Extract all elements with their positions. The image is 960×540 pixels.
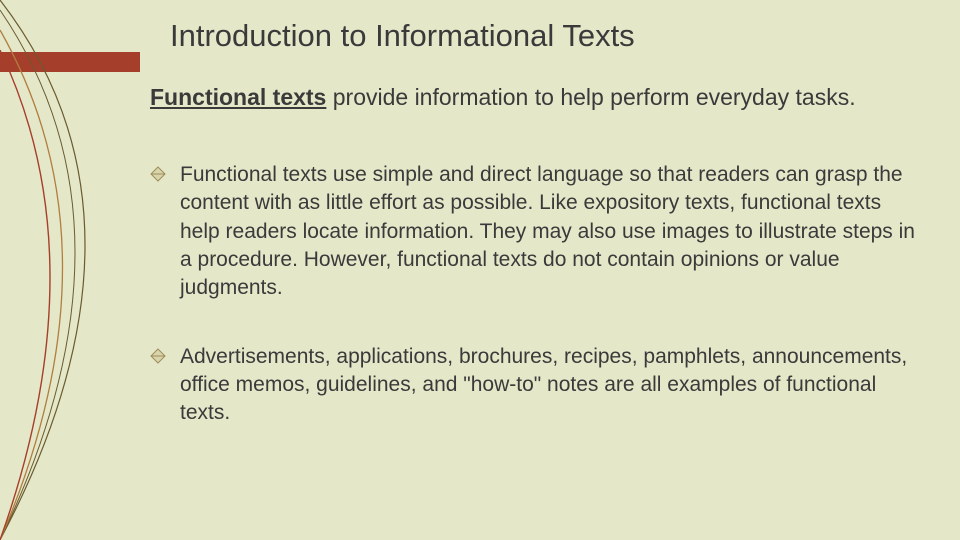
slide-content: Introduction to Informational Texts Func… [150, 18, 920, 468]
intro-rest: provide information to help perform ever… [326, 84, 855, 110]
diamond-bullet-icon [150, 348, 166, 364]
intro-paragraph: Functional texts provide information to … [150, 82, 920, 113]
slide-title: Introduction to Informational Texts [170, 18, 920, 54]
bullet-text: Functional texts use simple and direct l… [180, 161, 920, 303]
bullet-text: Advertisements, applications, brochures,… [180, 343, 920, 428]
accent-bar [0, 52, 140, 72]
diamond-bullet-icon [150, 166, 166, 182]
intro-term: Functional texts [150, 84, 326, 110]
bullet-item: Advertisements, applications, brochures,… [150, 343, 920, 428]
bullet-item: Functional texts use simple and direct l… [150, 161, 920, 303]
